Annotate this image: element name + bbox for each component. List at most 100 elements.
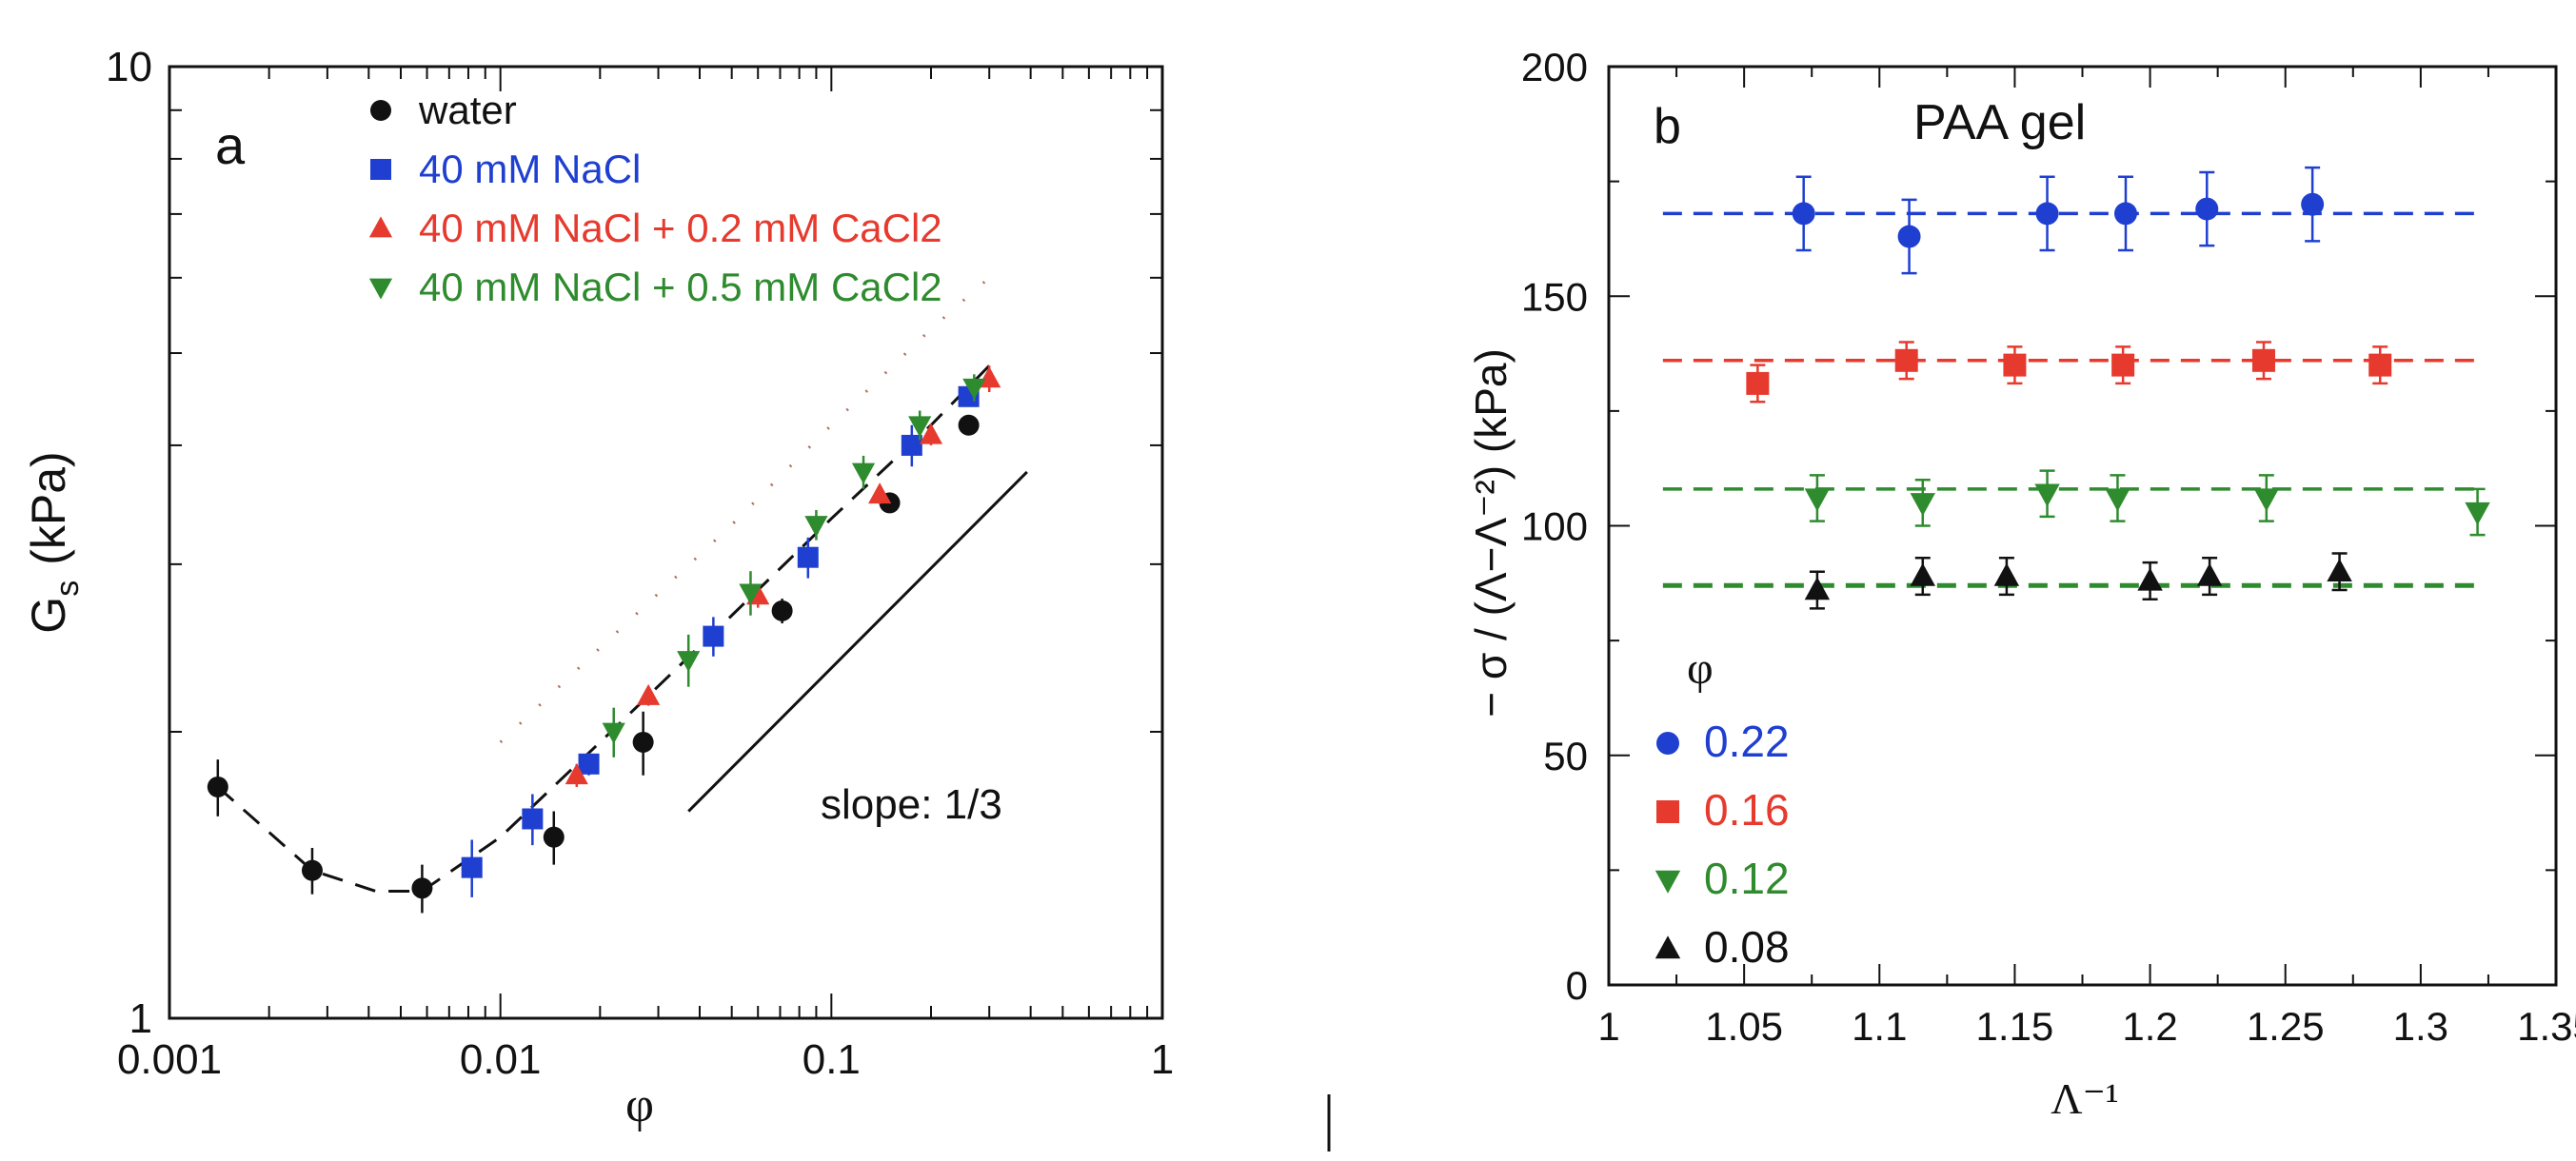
panel-a-legend: water 40 mM NaCl 40 mM NaCl + 0.2 mM CaCl2…: [368, 88, 942, 309]
data-point: [958, 414, 980, 436]
data-point: [565, 763, 588, 785]
x-tick-label: 1.1: [1852, 1004, 1907, 1049]
panel-a-y-axis-label: Gs (kPa): [22, 451, 86, 633]
panel-a: a 0.001 0.01 0.1 1 1 10 water 40 mM NaCl 40 mM …: [22, 44, 1174, 1132]
panel-b-title: PAA gel: [1913, 95, 2086, 150]
x-tick-label: 1.15: [1976, 1004, 2054, 1049]
data-point: [2105, 488, 2130, 512]
y-tick-label: 1: [129, 995, 152, 1042]
legend-label: 40 mM NaCl + 0.2 mM CaCl2: [419, 206, 942, 250]
y-tick-label: 50: [1543, 734, 1588, 778]
legend-marker: [1656, 732, 1679, 755]
panel-a-ylabel-sub: s: [50, 580, 86, 597]
legend-marker: [1655, 870, 1681, 894]
data-point: [739, 583, 763, 605]
data-point: [703, 625, 724, 647]
data-point: [804, 516, 828, 538]
data-point: [1910, 562, 1935, 586]
x-tick-label: 1.3: [2393, 1004, 2448, 1049]
x-tick-label: 1: [1151, 1036, 1174, 1083]
legend-label: 0.12: [1704, 854, 1790, 903]
y-tick-label: 150: [1521, 274, 1588, 319]
panel-a-points: [207, 365, 1001, 914]
legend-marker: [1655, 935, 1681, 959]
panel-a-ticks: 0.001 0.01 0.1 1 1 10: [106, 44, 1174, 1083]
legend-label: water: [418, 88, 517, 132]
data-point: [1894, 348, 1918, 372]
data-point: [1993, 562, 2020, 586]
data-point: [1792, 202, 1815, 226]
panel-b-ticks: 1 1.05 1.1 1.15 1.2 1.25 1.3 1.35 0 50 100 150 200: [1521, 45, 2576, 1049]
panel-b-x-axis-label: Λ⁻¹: [2051, 1074, 2118, 1123]
data-point: [851, 462, 876, 484]
dashed-curve: [216, 364, 991, 893]
panel-b-fit-lines: [1662, 211, 2484, 588]
panel-b-y-axis-label: − σ / (Λ−Λ⁻²) (kPa): [1466, 348, 1516, 718]
legend-label: 0.16: [1704, 785, 1790, 835]
legend-marker: [368, 278, 393, 300]
data-point: [919, 423, 943, 444]
data-point: [901, 434, 922, 456]
panel-a-ylabel-unit: (kPa): [22, 451, 75, 564]
panel-a-ylabel-main: G: [22, 597, 75, 634]
data-point: [602, 722, 625, 744]
legend-label: 40 mM NaCl: [419, 147, 641, 191]
panel-a-curves: [216, 276, 1028, 893]
panel-b-points: [1746, 166, 2490, 610]
panel-a-y-axis-label-text: Gs (kPa): [22, 451, 86, 633]
legend-label: 0.22: [1704, 717, 1790, 766]
data-point: [1746, 371, 1770, 395]
data-point: [2251, 348, 2275, 372]
y-tick-label: 10: [106, 44, 152, 90]
data-point: [411, 877, 433, 899]
data-point: [868, 482, 892, 504]
legend-label: 40 mM NaCl + 0.5 mM CaCl2: [419, 265, 942, 309]
solid-curve: [687, 470, 1028, 813]
panel-b-legend: φ 0.22 0.16 0.12 0.08: [1655, 643, 1790, 972]
data-point: [2465, 502, 2490, 525]
panel-a-label: a: [215, 115, 246, 175]
legend-marker: [370, 159, 391, 180]
data-point: [578, 753, 600, 775]
data-point: [1804, 488, 1831, 512]
x-tick-label: 1.2: [2122, 1004, 2177, 1049]
x-tick-label: 0.001: [117, 1036, 222, 1083]
data-point: [2137, 567, 2163, 591]
data-point: [2003, 353, 2027, 377]
data-point: [962, 378, 986, 400]
data-point: [797, 546, 819, 568]
x-tick-label: 0.01: [460, 1036, 542, 1083]
data-point: [2111, 353, 2135, 377]
x-tick-label: 1.05: [1705, 1004, 1783, 1049]
x-tick-label: 1: [1597, 1004, 1619, 1049]
dotted-curve: [499, 276, 991, 744]
data-point: [207, 776, 228, 797]
data-point: [2034, 483, 2060, 507]
data-point: [2196, 562, 2223, 586]
x-tick-label: 0.1: [803, 1036, 861, 1083]
data-point: [2368, 353, 2392, 377]
y-tick-label: 0: [1566, 963, 1588, 1008]
legend-label: 0.08: [1704, 922, 1790, 972]
panel-a-x-axis-label: φ: [625, 1078, 654, 1132]
legend-marker: [368, 216, 393, 238]
data-point: [2035, 202, 2059, 226]
panel-b: b PAA gel 11.051.11.151.21.251.31.350501…: [1466, 45, 2576, 1123]
panel-a-frame: [168, 65, 1164, 1020]
data-point: [771, 600, 793, 621]
data-point: [908, 416, 932, 438]
data-point: [2253, 488, 2280, 512]
data-point: [1897, 225, 1921, 248]
panel-b-label: b: [1654, 99, 1681, 154]
panel-b-y-axis-label-text: − σ / (Λ−Λ⁻²) (kPa): [1466, 348, 1516, 718]
legend-marker: [370, 100, 391, 121]
data-point: [637, 683, 661, 705]
data-point: [677, 651, 701, 673]
data-point: [1910, 493, 1935, 517]
data-point: [2301, 192, 2325, 216]
data-point: [543, 826, 565, 848]
panel-a-annotation: slope: 1/3: [821, 781, 1002, 828]
data-point: [461, 856, 483, 878]
y-tick-label: 200: [1521, 45, 1588, 89]
